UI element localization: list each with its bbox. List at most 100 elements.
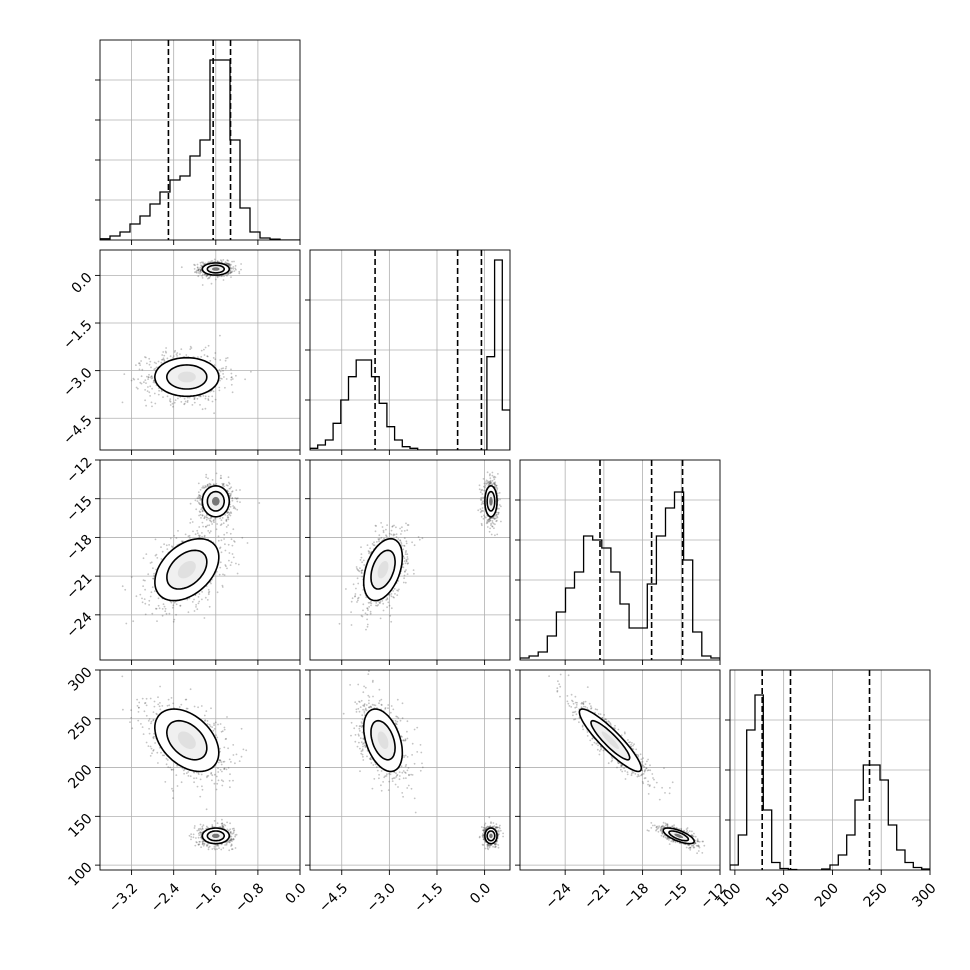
sample-point [491, 521, 494, 524]
sample-point [229, 564, 232, 566]
sample-point [213, 412, 216, 415]
sample-point [225, 843, 228, 846]
sample-point [140, 382, 143, 385]
sample-point [357, 599, 359, 602]
sample-point [175, 603, 178, 606]
sample-point [354, 593, 357, 595]
sample-point [199, 488, 202, 491]
sample-point [230, 839, 233, 842]
sample-point [240, 268, 242, 271]
sample-point [199, 395, 202, 398]
sample-point [193, 398, 196, 400]
sample-point [234, 835, 237, 838]
sample-point [203, 486, 206, 489]
sample-point [205, 485, 208, 488]
sample-point [225, 518, 228, 521]
sample-point [230, 845, 232, 847]
sample-point [208, 590, 211, 593]
sample-point [197, 268, 200, 271]
sample-point [204, 515, 206, 518]
sample-point [190, 836, 193, 838]
sample-point [383, 537, 385, 540]
sample-point [483, 489, 485, 492]
sample-point [191, 404, 194, 406]
sample-point [192, 833, 195, 836]
sample-point [232, 838, 235, 841]
sample-point [197, 828, 200, 830]
sample-point [172, 355, 175, 357]
sample-point [135, 364, 137, 366]
sample-point [196, 397, 199, 400]
sample-point [226, 489, 229, 492]
sample-point [229, 487, 232, 490]
sample-point [198, 395, 201, 398]
sample-point [161, 550, 164, 553]
sample-point [231, 378, 234, 380]
sample-point [399, 527, 401, 530]
sample-point [483, 516, 486, 518]
sample-point [362, 559, 365, 562]
sample-point [171, 606, 174, 609]
sample-point [197, 269, 200, 272]
sample-point [226, 263, 228, 265]
sample-point [183, 397, 186, 400]
sample-point [175, 613, 178, 616]
sample-point [145, 382, 147, 384]
sample-point [499, 498, 501, 501]
sample-point [209, 517, 212, 520]
sample-point [144, 602, 147, 605]
sample-point [489, 480, 492, 483]
sample-point [250, 370, 252, 373]
sample-point [144, 579, 146, 582]
sample-point [215, 528, 218, 531]
sample-point [345, 588, 347, 590]
sample-point [170, 768, 173, 771]
sample-point [226, 511, 229, 514]
sample-point [480, 499, 483, 501]
sample-point [206, 844, 209, 847]
sample-point [212, 483, 215, 486]
sample-point [202, 840, 204, 843]
sample-point [486, 526, 489, 528]
sample-point [225, 842, 228, 845]
sample-point [230, 844, 233, 847]
sample-point [226, 273, 229, 276]
sample-point [356, 601, 358, 603]
sample-point [201, 840, 204, 843]
sample-point [235, 489, 238, 491]
sample-point [498, 507, 500, 510]
sample-point [213, 847, 216, 850]
sample-point [397, 590, 399, 592]
sample-point [359, 567, 361, 569]
sample-point [494, 476, 497, 479]
sample-point [213, 820, 216, 822]
sample-point [193, 610, 196, 612]
sample-point [199, 269, 202, 272]
sample-point [153, 590, 156, 593]
sample-point [200, 271, 203, 273]
sample-point [216, 260, 219, 263]
sample-point [360, 614, 363, 617]
sample-point [143, 381, 145, 384]
sample-point [488, 482, 491, 485]
sample-point [214, 260, 217, 263]
sample-point [202, 842, 204, 845]
sample-point [405, 558, 408, 561]
sample-point [144, 588, 147, 591]
sample-point [153, 572, 156, 575]
sample-point [204, 262, 207, 265]
sample-point [161, 354, 164, 356]
sample-point [233, 827, 235, 830]
sample-point [221, 818, 223, 821]
sample-point [481, 524, 483, 527]
sample-point [161, 608, 164, 610]
sample-point [187, 396, 189, 399]
sample-point [153, 380, 156, 383]
sample-point [382, 609, 385, 612]
sample-point [177, 530, 179, 532]
sample-point [173, 618, 176, 621]
panel-2-1 [305, 459, 511, 665]
sample-point [198, 494, 200, 496]
sample-point [218, 847, 220, 849]
sample-point [483, 514, 485, 517]
